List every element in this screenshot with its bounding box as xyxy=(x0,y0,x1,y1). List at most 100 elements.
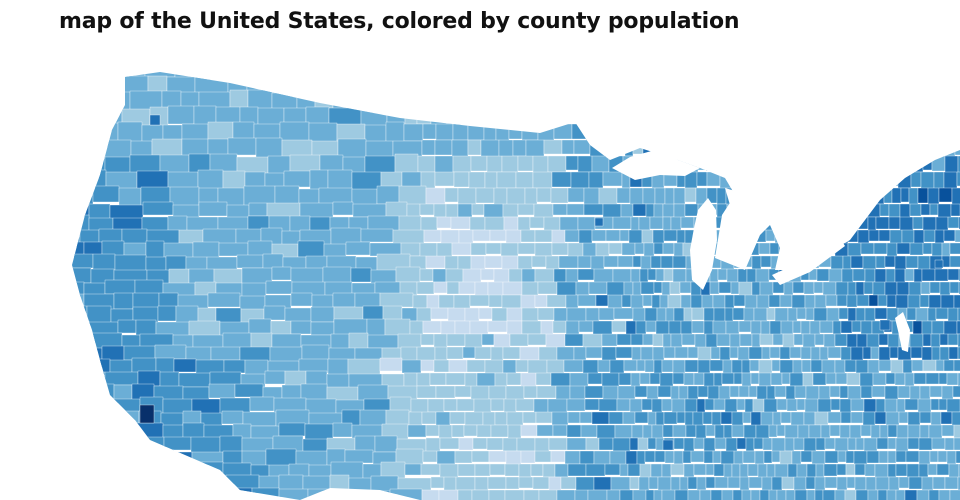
county-region[interactable] xyxy=(941,385,954,401)
county-region[interactable] xyxy=(917,187,929,204)
county-region[interactable] xyxy=(345,241,371,256)
county-region[interactable] xyxy=(850,346,864,362)
county-region[interactable] xyxy=(60,409,93,426)
county-region[interactable] xyxy=(789,216,802,231)
county-region[interactable] xyxy=(663,411,678,425)
county-region[interactable] xyxy=(784,424,799,439)
county-region[interactable] xyxy=(910,171,922,188)
county-region[interactable] xyxy=(551,171,572,188)
county-region[interactable] xyxy=(634,411,649,424)
county-region[interactable] xyxy=(744,229,754,245)
county-region[interactable] xyxy=(846,139,856,157)
county-region[interactable] xyxy=(593,450,611,466)
county-region[interactable] xyxy=(192,241,220,259)
county-region[interactable] xyxy=(687,346,699,359)
county-region[interactable] xyxy=(957,346,960,360)
county-region[interactable] xyxy=(957,372,960,387)
county-region[interactable] xyxy=(911,359,924,372)
county-region[interactable] xyxy=(328,74,349,94)
county-region[interactable] xyxy=(60,138,80,157)
county-region[interactable] xyxy=(136,422,164,439)
county-region[interactable] xyxy=(512,139,527,157)
county-region[interactable] xyxy=(454,385,472,398)
county-region[interactable] xyxy=(681,333,696,346)
county-region[interactable] xyxy=(696,75,707,93)
county-region[interactable] xyxy=(931,346,941,362)
county-region[interactable] xyxy=(859,372,874,388)
county-region[interactable] xyxy=(701,60,715,77)
county-region[interactable] xyxy=(729,346,739,359)
county-region[interactable] xyxy=(566,424,582,438)
county-region[interactable] xyxy=(569,372,589,388)
county-region[interactable] xyxy=(871,155,881,174)
county-region[interactable] xyxy=(690,450,705,463)
county-region[interactable] xyxy=(949,255,960,268)
county-region[interactable] xyxy=(716,187,727,205)
county-region[interactable] xyxy=(60,90,82,117)
county-region[interactable] xyxy=(608,411,624,425)
county-region[interactable] xyxy=(827,123,839,141)
county-region[interactable] xyxy=(705,463,715,476)
county-region[interactable] xyxy=(79,476,105,493)
county-region[interactable] xyxy=(871,385,886,398)
county-region[interactable] xyxy=(115,437,146,453)
county-region[interactable] xyxy=(605,75,626,94)
county-region[interactable] xyxy=(520,294,536,310)
county-region[interactable] xyxy=(884,398,898,414)
county-region[interactable] xyxy=(679,91,691,110)
county-region[interactable] xyxy=(623,123,636,142)
county-region[interactable] xyxy=(885,372,896,385)
county-region[interactable] xyxy=(642,123,656,140)
county-region[interactable] xyxy=(752,229,767,243)
county-region[interactable] xyxy=(830,255,844,270)
county-region[interactable] xyxy=(553,307,568,323)
county-region[interactable] xyxy=(713,307,726,323)
county-region[interactable] xyxy=(956,320,960,335)
county-region[interactable] xyxy=(953,437,960,451)
county-region[interactable] xyxy=(759,281,774,297)
county-region[interactable] xyxy=(502,437,518,452)
county-region[interactable] xyxy=(803,281,815,295)
county-region[interactable] xyxy=(849,424,862,440)
county-region[interactable] xyxy=(771,359,781,372)
county-region[interactable] xyxy=(627,463,641,477)
county-region[interactable] xyxy=(506,372,522,386)
county-region[interactable] xyxy=(809,107,820,123)
county-region[interactable] xyxy=(719,346,731,361)
county-region[interactable] xyxy=(940,123,951,142)
county-region[interactable] xyxy=(723,463,733,479)
county-region[interactable] xyxy=(769,75,781,91)
county-region[interactable] xyxy=(805,307,815,321)
county-region[interactable] xyxy=(895,294,909,310)
county-region[interactable] xyxy=(664,123,674,139)
county-region[interactable] xyxy=(770,372,783,386)
county-region[interactable] xyxy=(937,60,952,78)
county-region[interactable] xyxy=(814,294,827,309)
county-region[interactable] xyxy=(718,385,731,401)
county-region[interactable] xyxy=(469,294,490,307)
county-region[interactable] xyxy=(737,268,748,284)
county-region[interactable] xyxy=(679,476,689,492)
county-region[interactable] xyxy=(154,344,187,360)
county-region[interactable] xyxy=(684,187,697,203)
county-region[interactable] xyxy=(765,123,776,141)
county-region[interactable] xyxy=(654,187,666,205)
county-region[interactable] xyxy=(918,450,931,466)
county-region[interactable] xyxy=(474,346,492,360)
county-region[interactable] xyxy=(736,437,747,450)
county-region[interactable] xyxy=(416,372,431,387)
county-region[interactable] xyxy=(863,187,877,204)
county-region[interactable] xyxy=(692,123,702,140)
county-region[interactable] xyxy=(319,154,344,172)
county-region[interactable] xyxy=(167,171,199,190)
county-region[interactable] xyxy=(841,155,856,171)
county-region[interactable] xyxy=(495,123,510,142)
county-region[interactable] xyxy=(104,422,138,442)
county-region[interactable] xyxy=(537,307,555,321)
county-region[interactable] xyxy=(759,489,770,500)
county-region[interactable] xyxy=(509,333,529,347)
county-region[interactable] xyxy=(894,268,906,284)
county-region[interactable] xyxy=(530,75,547,94)
county-region[interactable] xyxy=(714,476,729,489)
county-region[interactable] xyxy=(934,268,949,282)
